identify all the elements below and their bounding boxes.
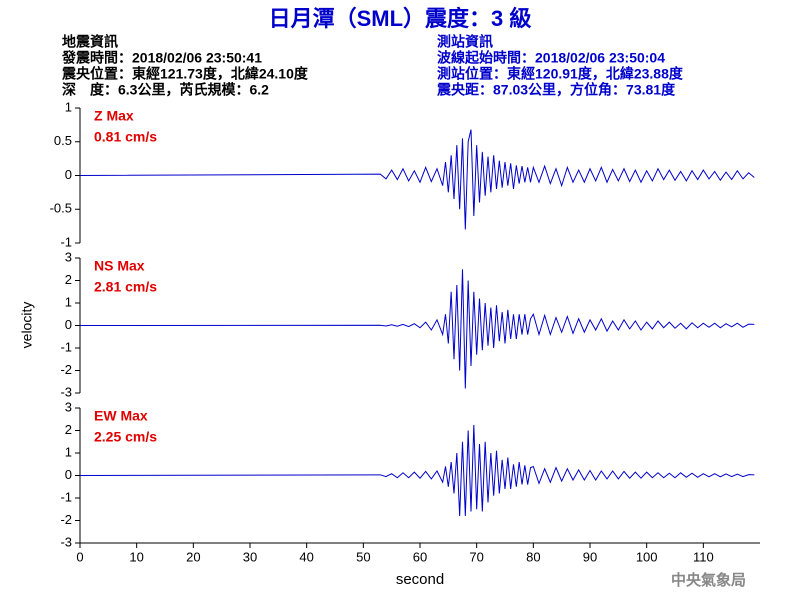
info-left: 深 度：6.3公里，芮氏規模：6.2	[62, 82, 269, 98]
annotation: Z Max	[94, 108, 134, 124]
y-tick-label: -3	[60, 534, 72, 549]
info-right: 測站位置：東經120.91度，北緯23.88度	[437, 66, 684, 82]
x-tick-label: 40	[299, 549, 313, 564]
y-tick-label: -2	[60, 362, 72, 377]
y-tick-label: -2	[60, 512, 72, 527]
y-tick-label: 2	[65, 272, 72, 287]
y-tick-label: 1	[65, 444, 72, 459]
info-right: 波線起始時間：2018/02/06 23:50:04	[437, 50, 665, 66]
info-right: 震央距：87.03公里，方位角：73.81度	[436, 82, 676, 98]
y-tick-label: 0	[65, 467, 72, 482]
x-tick-label: 90	[583, 549, 597, 564]
x-tick-label: 110	[693, 549, 714, 564]
x-tick-label: 30	[243, 549, 257, 564]
info-left: 發震時間：2018/02/06 23:50:41	[61, 50, 262, 66]
x-tick-label: 0	[76, 549, 83, 564]
x-tick-label: 60	[413, 549, 427, 564]
y-tick-label: 0	[65, 167, 72, 182]
waveform	[79, 424, 755, 517]
info-left: 地震資訊	[62, 34, 118, 50]
footer: 中央氣象局	[671, 571, 746, 589]
x-tick-label: 10	[129, 549, 143, 564]
x-tick-label: 100	[636, 549, 658, 564]
y-tick-label: -0.5	[50, 201, 72, 216]
y-tick-label: 2	[65, 422, 72, 437]
waveform	[79, 269, 755, 389]
x-tick-label: 70	[469, 549, 483, 564]
x-tick-label: 20	[186, 549, 200, 564]
waveform	[79, 129, 755, 230]
annotation: 2.25 cm/s	[94, 429, 157, 445]
y-tick-label: 0	[65, 317, 72, 332]
y-tick-label: -1	[60, 234, 72, 249]
x-axis-label: second	[396, 571, 444, 588]
y-tick-label: 3	[65, 249, 72, 264]
info-left: 震央位置：東經121.73度，北緯24.10度	[61, 66, 309, 82]
y-tick-label: -1	[60, 339, 72, 354]
y-tick-label: 1	[65, 99, 72, 114]
annotation: NS Max	[94, 258, 145, 274]
annotation: EW Max	[94, 408, 148, 424]
y-tick-label: 1	[65, 294, 72, 309]
y-tick-label: 3	[65, 399, 72, 414]
info-right: 測站資訊	[437, 34, 493, 50]
y-axis-label: velocity	[19, 302, 35, 349]
annotation: 2.81 cm/s	[94, 279, 157, 295]
annotation: 0.81 cm/s	[94, 129, 157, 145]
title: 日月潭（SML）震度：3 級	[269, 6, 532, 31]
y-tick-label: -3	[60, 384, 72, 399]
y-tick-label: 0.5	[54, 133, 72, 148]
y-tick-label: -1	[60, 489, 72, 504]
x-tick-label: 50	[356, 549, 370, 564]
x-tick-label: 80	[526, 549, 540, 564]
